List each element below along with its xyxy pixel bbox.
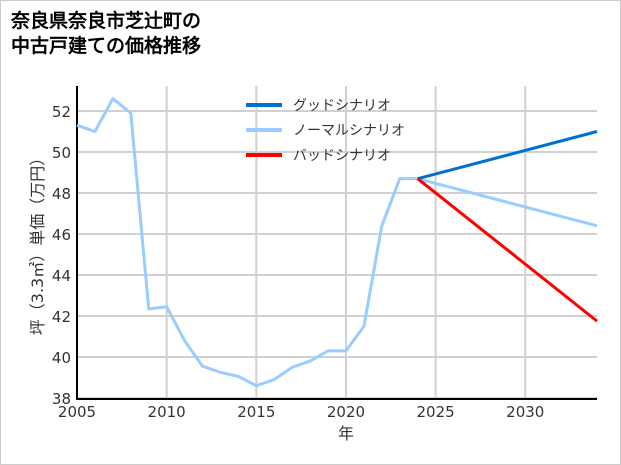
legend-label-0: グッドシナリオ	[293, 98, 391, 114]
y-tick-label: 44	[52, 267, 71, 285]
legend-label-1: ノーマルシナリオ	[293, 123, 405, 139]
x-axis-label: 年	[338, 424, 354, 443]
y-tick-label: 38	[52, 390, 71, 408]
x-tick-label: 2010	[148, 403, 186, 421]
series-line-1	[76, 97, 598, 388]
legend-label-2: バッドシナリオ	[293, 148, 391, 164]
y-axis-label: 坪（3.3㎡）単価（万円）	[28, 150, 47, 335]
y-tick-label: 42	[52, 308, 71, 326]
y-tick-label: 48	[52, 185, 71, 203]
y-tick-label: 40	[52, 349, 71, 367]
y-tick-label: 50	[52, 144, 71, 162]
y-tick-label: 46	[52, 226, 71, 244]
x-tick-label: 2025	[417, 403, 455, 421]
x-tick-label: 2030	[506, 403, 544, 421]
series-line-0	[417, 130, 598, 181]
chart-title: 奈良県奈良市芝辻町の 中古戸建ての価格推移	[11, 10, 202, 57]
x-tick-label: 2020	[327, 403, 365, 421]
series-line-2	[416, 177, 598, 323]
x-tick-label: 2005	[58, 403, 96, 421]
y-tick-label: 52	[52, 103, 71, 121]
x-tick-label: 2015	[237, 403, 275, 421]
